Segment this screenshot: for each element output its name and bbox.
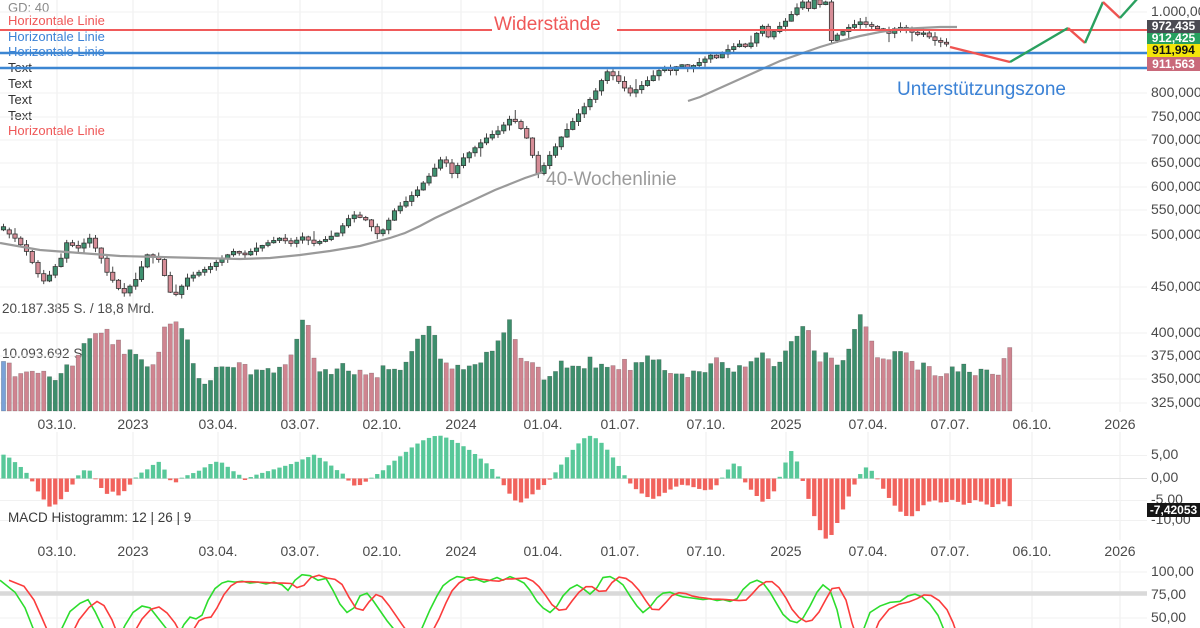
legend-item-horizontale-linie[interactable]: Horizontale Linie [8,29,105,44]
candlestick-series [0,0,950,299]
price-axis-label: 750,000 [1151,108,1200,124]
date-tick-row1: 2023 [117,416,149,432]
ma-line [0,25,957,261]
price-axis-label: 1.000,00 [1151,3,1200,19]
date-tick-row1: 01.07. [600,416,640,432]
price-axis-label: 600,000 [1151,178,1200,194]
price-axis-label: 375,000 [1151,347,1200,363]
date-tick-row2: 2026 [1104,543,1136,559]
date-tick-row1: 2024 [445,416,477,432]
date-tick-row1: 2025 [770,416,802,432]
legend-item-text[interactable]: Text [8,76,32,91]
date-tick-row2: 03.07. [280,543,320,559]
date-tick-row1: 03.07. [280,416,320,432]
price-tag: 972,435 [1147,19,1200,33]
date-tick-row1: 07.10. [686,416,726,432]
date-tick-row2: 2024 [445,543,477,559]
price-axis-label: 550,000 [1151,201,1200,217]
macd-axis-label: -5,00 [1151,491,1183,507]
stochastic-series [0,573,956,628]
price-axis-label: 350,000 [1151,370,1200,386]
price-axis-label: 650,000 [1151,154,1200,170]
date-tick-row1: 03.10. [37,416,77,432]
date-tick-row1: 07.07. [930,416,970,432]
stoch-k-line [0,573,945,628]
price-axis-label: 800,000 [1151,84,1200,100]
date-tick-row2: 02.10. [362,543,402,559]
price-tag: 912,425 [1147,33,1200,44]
volume-max-label: 20.187.385 S. / 18,8 Mrd. [2,301,155,316]
date-tick-row2: 06.10. [1012,543,1052,559]
legend-item-text[interactable]: Text [8,108,32,123]
date-tick-row2: 07.10. [686,543,726,559]
ma-line-label[interactable]: 40-Wochenlinie [546,169,677,190]
price-axis-label: 325,000 [1151,394,1200,410]
legend-item-horizontale-linie[interactable]: Horizontale Linie [8,123,105,138]
date-tick-row2: 2023 [117,543,149,559]
date-tick-row1: 01.04. [523,416,563,432]
date-tick-row1: 06.10. [1012,416,1052,432]
stochastic-axis-label: 50,00 [1151,609,1187,625]
macd-axis-label: 0,00 [1151,469,1179,485]
stochastic-axis-label: 100,00 [1151,563,1194,579]
price-axis-label: 400,000 [1151,324,1200,340]
horizontal-lines [0,29,1147,70]
date-tick-row2: 07.07. [930,543,970,559]
date-tick-row2: 03.10. [37,543,77,559]
price-axis-label: 500,000 [1151,226,1200,242]
price-tag: -7,42053 [1147,503,1200,517]
macd-settings-label: MACD Histogramm: 12 | 26 | 9 [8,510,192,525]
date-tick-row2: 01.04. [523,543,563,559]
volume-mid-label: 10.093.692 S. [2,346,87,361]
date-tick-row2: 2025 [770,543,802,559]
projection-line [949,0,1138,64]
date-tick-row2: 03.04. [198,543,238,559]
legend-item-text[interactable]: Text [8,92,32,107]
date-tick-row2: 07.04. [848,543,888,559]
stoch-d-line [8,574,956,628]
macd-axis-label: 5,00 [1151,446,1179,462]
volume-series [1,314,1013,412]
resistance-label[interactable]: Widerstände [494,14,601,35]
date-tick-row2: 01.07. [600,543,640,559]
date-tick-row1: 02.10. [362,416,402,432]
support-zone-label[interactable]: Unterstützungszone [897,79,1066,100]
indicator-label-gd40: GD: 40 [8,0,50,15]
price-tag: 911,994 [1147,43,1200,57]
date-tick-row1: 07.04. [848,416,888,432]
price-axis-label: 450,000 [1151,278,1200,294]
price-axis-label: 700,000 [1151,131,1200,147]
date-tick-row1: 03.04. [198,416,238,432]
macd-series [1,435,1012,539]
legend-item-horizontale-linie[interactable]: Horizontale Linie [8,44,105,59]
stochastic-axis-label: 75,00 [1151,586,1187,602]
legend-item-horizontale-linie[interactable]: Horizontale Linie [8,13,105,28]
date-tick-row1: 2026 [1104,416,1136,432]
price-tag: 911,563 [1147,57,1200,71]
